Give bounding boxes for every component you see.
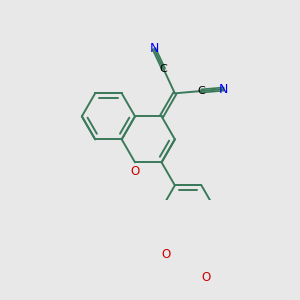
- Text: O: O: [201, 271, 210, 284]
- Text: N: N: [149, 42, 159, 55]
- Text: N: N: [219, 82, 229, 95]
- Text: C: C: [160, 64, 167, 74]
- Text: O: O: [161, 248, 170, 261]
- Text: O: O: [130, 165, 140, 178]
- Text: C: C: [197, 86, 205, 96]
